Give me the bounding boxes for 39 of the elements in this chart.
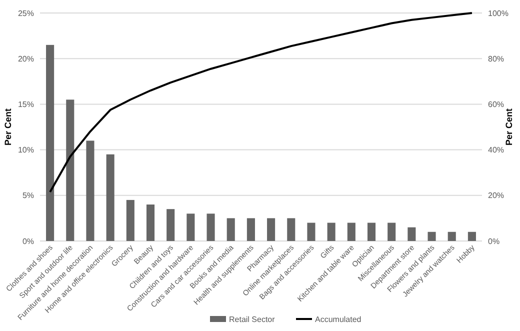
bar <box>86 140 94 241</box>
y2-tick-label: 80% <box>488 54 504 64</box>
y2-tick-label: 60% <box>488 100 504 109</box>
y-tick-label: 15% <box>18 100 34 109</box>
bar <box>448 232 456 241</box>
bar <box>347 222 356 241</box>
bar <box>226 218 235 241</box>
y-axis-title: Per Cent <box>3 108 13 146</box>
bar <box>126 200 134 241</box>
bar <box>267 218 276 241</box>
bar <box>388 222 396 241</box>
y2-axis-title: Per Cent <box>504 108 514 146</box>
bar <box>307 222 316 241</box>
y-tick-label: 10% <box>18 146 34 155</box>
y2-tick-label: 0% <box>488 236 500 246</box>
y2-tick-label: 20% <box>488 191 504 200</box>
bar <box>146 204 155 241</box>
bar <box>246 218 255 241</box>
bar <box>206 214 215 241</box>
bar <box>428 232 436 241</box>
bar <box>186 214 195 241</box>
bar <box>408 227 416 241</box>
y-tick-label: 0% <box>22 236 34 246</box>
bar <box>468 232 476 241</box>
y-tick-label: 5% <box>22 191 34 200</box>
bar <box>287 218 296 241</box>
line-series <box>49 12 473 193</box>
y-tick-label: 25% <box>18 8 34 18</box>
y2-tick-label: 40% <box>488 146 504 155</box>
bar <box>327 222 336 241</box>
bar <box>367 222 376 241</box>
bar <box>106 154 114 241</box>
bar <box>66 100 74 241</box>
bar <box>46 44 54 241</box>
bar <box>166 209 175 241</box>
legend-label: Retail Sector <box>229 315 276 324</box>
y2-tick-label: 100% <box>488 8 508 18</box>
y-tick-label: 20% <box>18 54 34 64</box>
legend-label: Accumulated <box>315 315 362 324</box>
